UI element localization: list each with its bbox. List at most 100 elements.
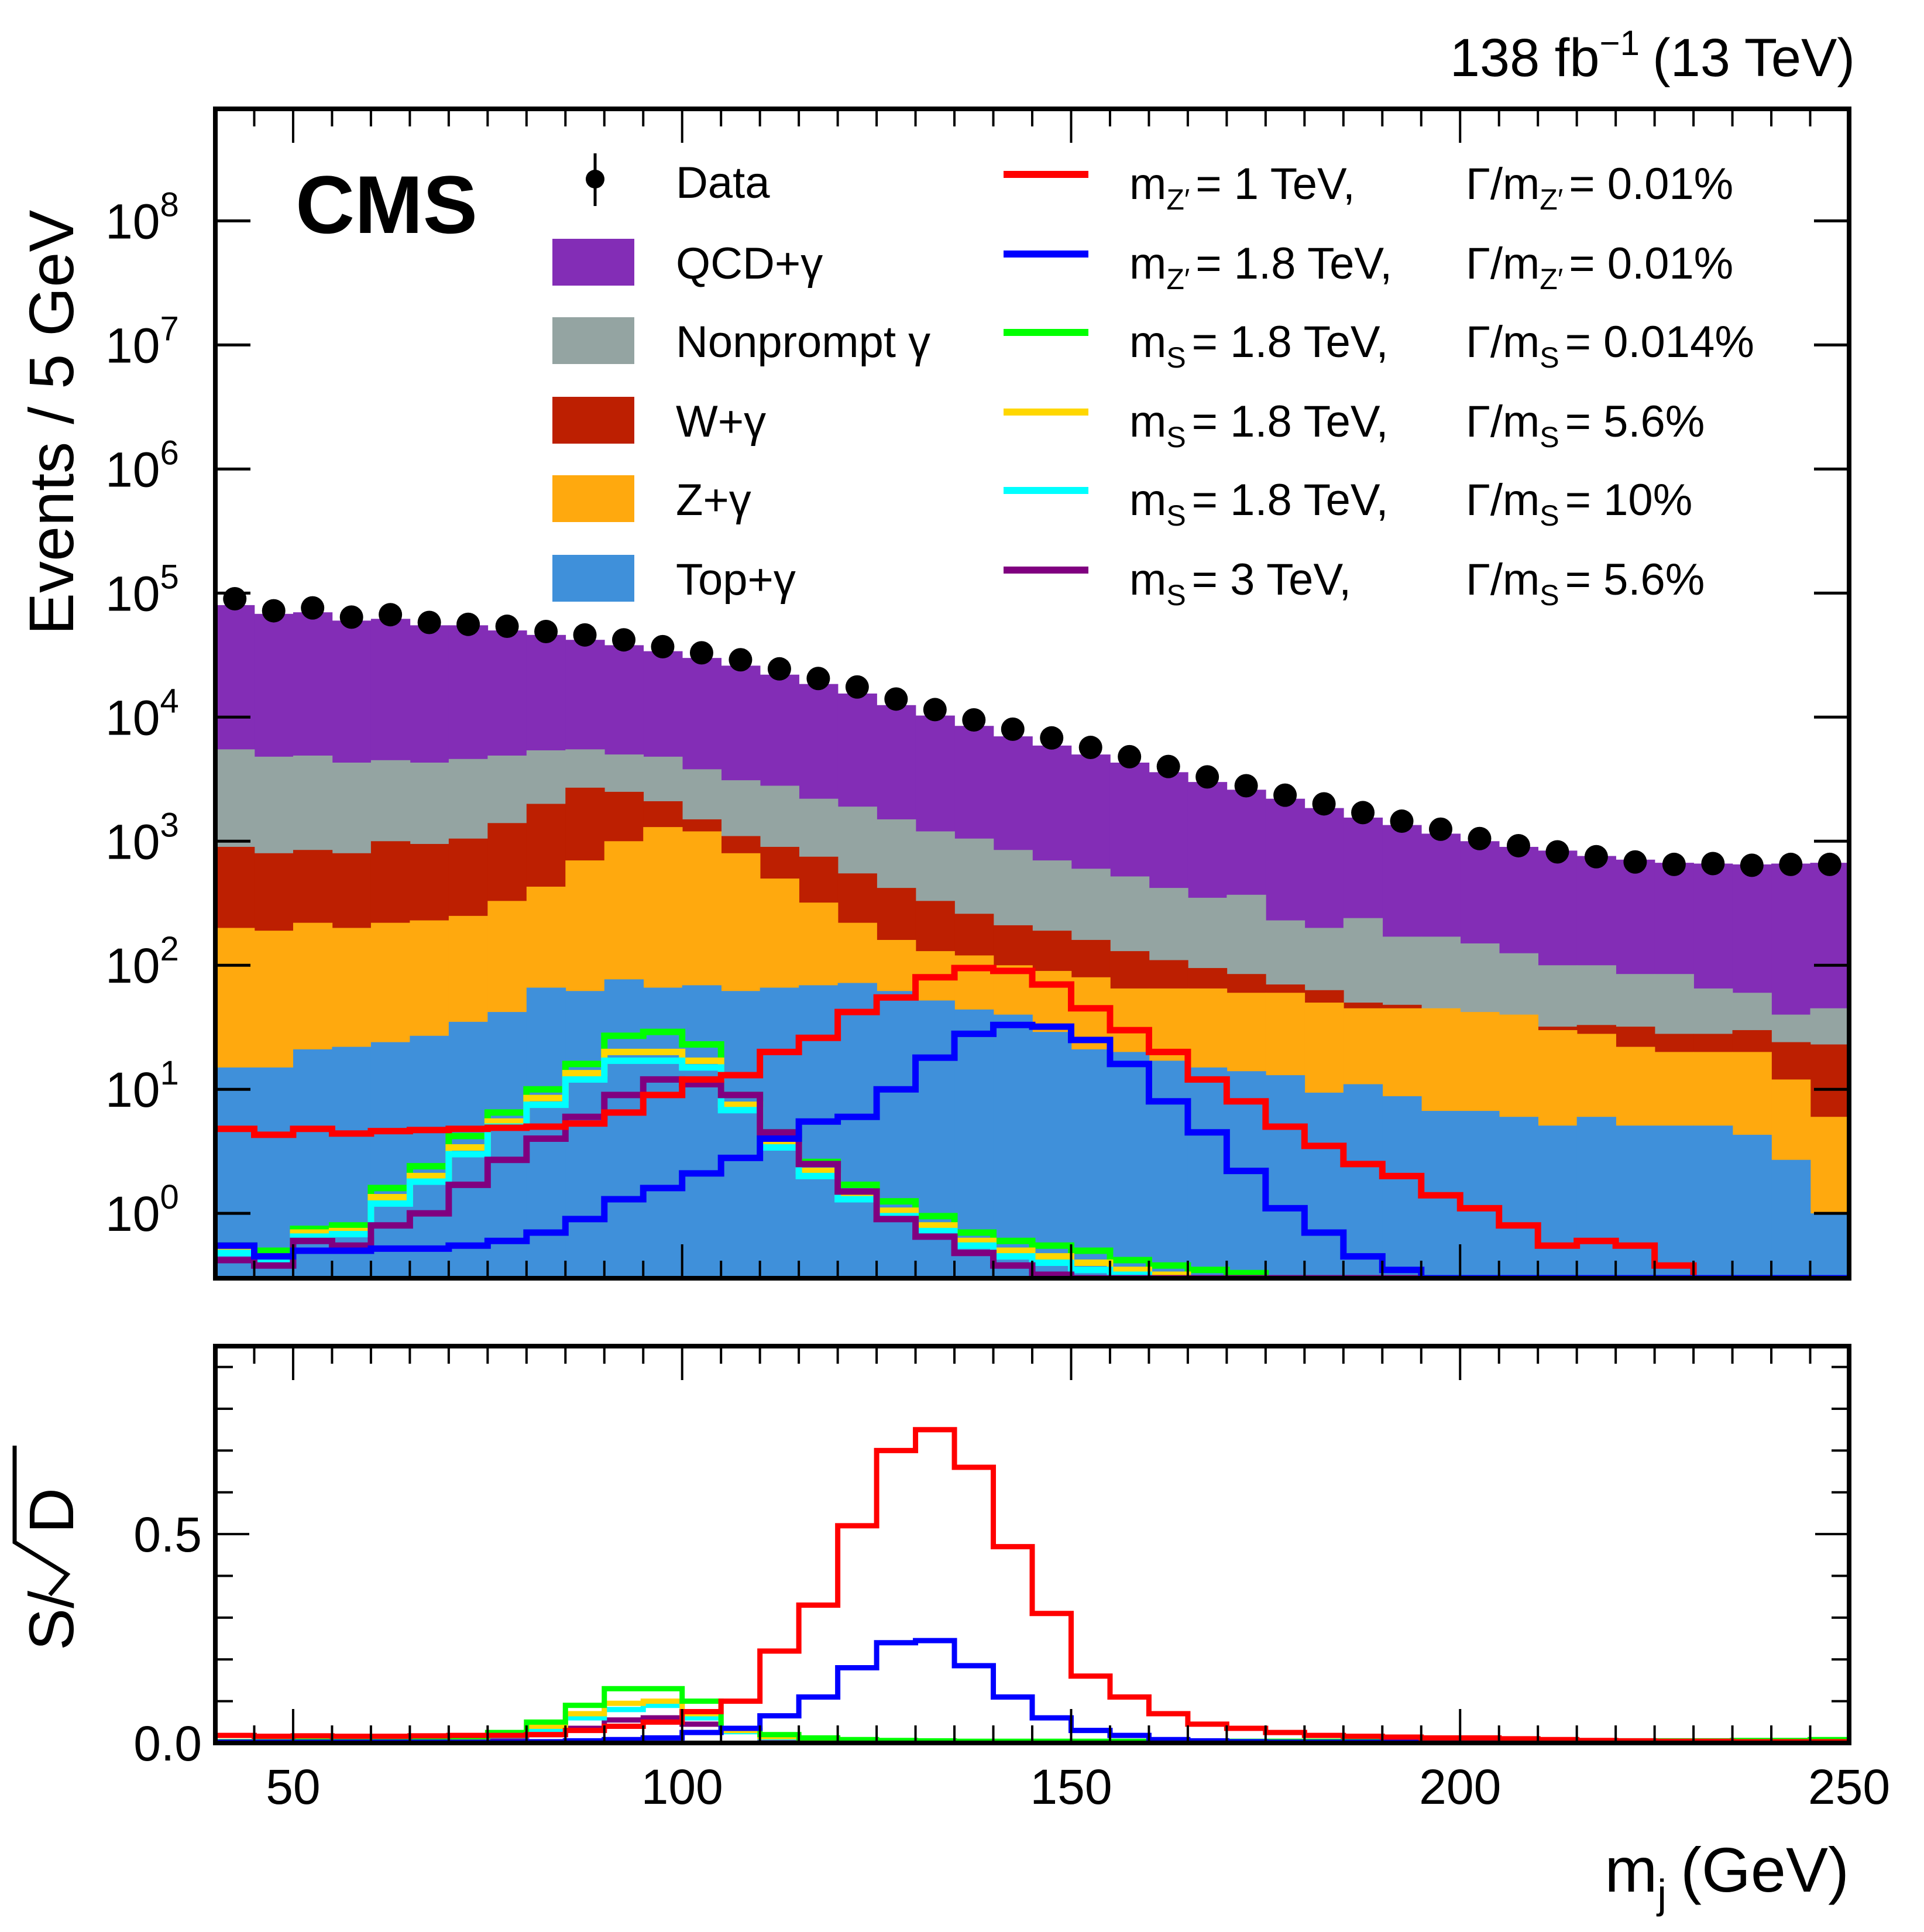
x-tick-label: 250 <box>1808 1759 1890 1814</box>
ratio-y-axis-title: S/ D <box>12 1446 87 1650</box>
bar-top <box>837 983 877 1278</box>
legend-label-signal-width: Γ/mZ′ = 0.01% <box>1466 159 1733 216</box>
data-point <box>845 675 869 699</box>
ratio-y-tick-label: 0.5 <box>133 1507 202 1562</box>
y-tick-label: 103 <box>105 806 179 869</box>
data-point <box>1234 774 1258 798</box>
data-point <box>223 587 247 611</box>
x-axis-title: mj (GeV) <box>1605 1834 1849 1917</box>
ratio-plot: 0.0 0.5 50 100 150 200 250 <box>133 1344 1890 1814</box>
x-tick-label: 100 <box>641 1759 723 1814</box>
legend-label-data: Data <box>676 158 770 208</box>
main-axis-ticks <box>215 109 1849 1278</box>
ratio-axis-ticks <box>215 1346 1849 1743</box>
bar-top <box>877 991 916 1278</box>
bar-top <box>1810 1213 1850 1278</box>
x-tick-label: 200 <box>1419 1759 1501 1814</box>
legend-swatch <box>552 317 634 364</box>
data-point <box>1078 736 1102 760</box>
legend-label-signal: mS = 1.8 TeV, <box>1129 397 1389 454</box>
data-point <box>1779 852 1803 876</box>
data-point <box>1701 852 1725 876</box>
data-point <box>1545 840 1569 864</box>
legend-label-signal: mS = 1.8 TeV, <box>1129 317 1389 374</box>
data-point <box>729 648 753 672</box>
main-y-tick-labels: 100 101 102 103 104 105 106 107 108 <box>105 186 179 1241</box>
bar-top <box>1693 1125 1733 1278</box>
data-point <box>262 599 286 623</box>
data-point <box>884 687 908 711</box>
y-tick-label: 105 <box>105 558 179 621</box>
bar-top <box>1304 1092 1344 1278</box>
ratio-y-tick-label: 0.0 <box>133 1716 202 1771</box>
data-point <box>1623 850 1647 874</box>
y-tick-label: 102 <box>105 930 179 993</box>
y-tick-label: 101 <box>105 1054 179 1117</box>
data-point <box>612 628 635 652</box>
bar-top <box>1343 1084 1383 1278</box>
legend-label-signal: mS = 1.8 TeV, <box>1129 475 1389 532</box>
bar-top <box>1654 1125 1694 1278</box>
data-point <box>689 641 713 665</box>
data-point <box>1001 717 1025 741</box>
legend-swatch <box>552 397 634 444</box>
bar-top <box>1226 1071 1266 1278</box>
ratio-signal-histograms <box>215 1427 1849 1743</box>
y-tick-label: 108 <box>105 186 179 249</box>
data-point <box>1273 783 1297 807</box>
bar-top <box>1265 1075 1305 1278</box>
data-point <box>1740 853 1764 877</box>
data-point <box>1506 833 1530 857</box>
bar-top <box>1538 1125 1578 1278</box>
bar-top <box>410 1035 449 1278</box>
bar-top <box>1732 1134 1772 1278</box>
bar-top <box>487 1012 527 1278</box>
data-point <box>417 610 441 634</box>
data-point <box>495 615 519 639</box>
data-point <box>1040 726 1064 750</box>
ratio-y-tick-labels: 0.0 0.5 <box>133 1507 202 1771</box>
legend-data-marker <box>586 170 604 188</box>
data-point <box>1195 765 1219 789</box>
ratio-plot-frame <box>213 1344 1851 1745</box>
bar-top <box>1109 1052 1150 1278</box>
bar-top <box>1032 1032 1072 1278</box>
data-point <box>301 596 325 620</box>
lumi-label: 138 fb−1 (13 TeV) <box>1450 23 1855 88</box>
data-point <box>806 667 830 691</box>
data-point <box>962 708 986 732</box>
y-tick-label: 106 <box>105 434 179 497</box>
bar-top <box>370 1042 411 1278</box>
legend-swatch <box>552 475 634 522</box>
data-point <box>1468 826 1492 850</box>
bar-top <box>1771 1159 1811 1278</box>
bar-top <box>682 985 722 1278</box>
bar-top <box>1382 1096 1422 1278</box>
bar-top <box>993 1014 1033 1278</box>
data-point <box>1818 852 1841 876</box>
data-point <box>1390 809 1414 833</box>
data-point <box>1662 852 1686 876</box>
data-point <box>1118 744 1142 768</box>
legend-label-signal-width: Γ/mS = 10% <box>1466 475 1692 532</box>
legend-label-background: Top+γ <box>676 555 796 605</box>
bar-top <box>1499 1117 1538 1278</box>
data-point <box>1312 792 1336 816</box>
signal-line-0 <box>215 965 1849 1278</box>
data-point <box>339 605 363 629</box>
legend-swatch <box>552 555 634 602</box>
data-point <box>767 657 791 681</box>
data-point <box>534 619 558 643</box>
legend: Data QCD+γ Nonprompt γ W+γ Z+γ Top+γ mZ′ = 1 Te… <box>552 153 1754 612</box>
data-point <box>379 603 403 627</box>
legend-label-signal: mZ′ = 1 TeV, <box>1129 159 1355 216</box>
y-tick-label: 107 <box>105 310 179 373</box>
bar-top <box>1460 1111 1500 1278</box>
legend-label-background: W+γ <box>676 397 766 447</box>
data-point <box>923 698 947 722</box>
legend-label-signal-width: Γ/mS = 5.6% <box>1466 555 1705 612</box>
legend-label-background: Z+γ <box>676 475 751 525</box>
data-point <box>456 612 480 636</box>
bar-top <box>643 987 683 1278</box>
